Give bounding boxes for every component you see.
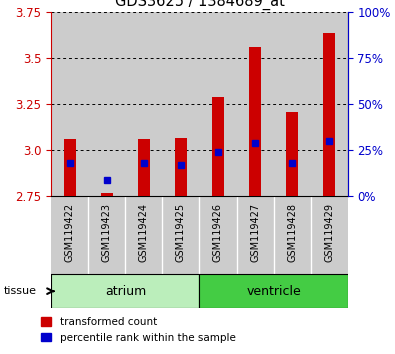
Bar — [310, 12, 348, 196]
Bar — [101, 193, 113, 196]
Bar — [249, 47, 261, 196]
Bar — [237, 12, 274, 196]
Text: GSM119429: GSM119429 — [324, 203, 334, 262]
Title: GDS3625 / 1384689_at: GDS3625 / 1384689_at — [115, 0, 284, 10]
Bar — [126, 196, 162, 274]
Text: GSM119426: GSM119426 — [213, 203, 223, 262]
Bar — [286, 112, 298, 196]
Bar — [274, 196, 310, 274]
Bar — [175, 138, 187, 196]
Bar — [88, 12, 126, 196]
Bar — [199, 274, 348, 308]
Legend: transformed count, percentile rank within the sample: transformed count, percentile rank withi… — [37, 313, 240, 347]
Text: tissue: tissue — [4, 286, 37, 296]
Bar — [162, 196, 199, 274]
Bar — [212, 97, 224, 196]
Text: GSM119423: GSM119423 — [102, 203, 112, 262]
Bar — [126, 12, 162, 196]
Text: GSM119424: GSM119424 — [139, 203, 149, 262]
Text: GSM119428: GSM119428 — [287, 203, 297, 262]
Text: GSM119422: GSM119422 — [65, 203, 75, 262]
Bar — [88, 196, 126, 274]
Bar — [138, 139, 150, 196]
Text: GSM119425: GSM119425 — [176, 203, 186, 262]
Bar — [199, 12, 237, 196]
Bar — [237, 196, 274, 274]
Bar — [199, 196, 237, 274]
Bar — [64, 139, 76, 196]
Bar — [310, 196, 348, 274]
Text: ventricle: ventricle — [246, 285, 301, 298]
Bar — [274, 12, 310, 196]
Bar — [51, 274, 199, 308]
Bar — [51, 12, 88, 196]
Text: GSM119427: GSM119427 — [250, 203, 260, 262]
Bar — [323, 33, 335, 196]
Bar — [162, 12, 199, 196]
Bar — [51, 196, 88, 274]
Text: atrium: atrium — [105, 285, 146, 298]
